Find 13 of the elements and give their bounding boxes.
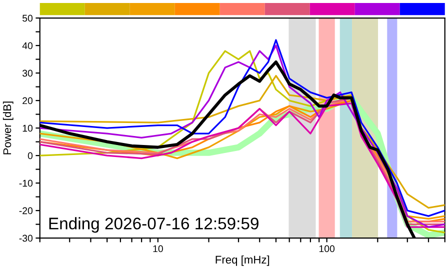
y-tick-label: 20 [22,97,33,104]
y-tick-label: -10 [19,180,33,187]
y-axis-title: Power [dB] [2,102,14,154]
y-tick-label: 30 [22,70,33,77]
y-tick-label: 50 [22,14,33,22]
y-tick-label: 40 [22,42,33,50]
x-axis-title: Freq [mHz] [216,255,270,266]
y-tick-label: 10 [22,124,33,132]
x-tick-label: 100 [319,245,335,252]
y-tick-label: -30 [19,234,33,242]
y-tick-label: 0 [28,152,33,160]
y-tick-label: -20 [19,207,33,214]
annotation: Ending 2026-07-16 12:59:59 [49,217,258,233]
